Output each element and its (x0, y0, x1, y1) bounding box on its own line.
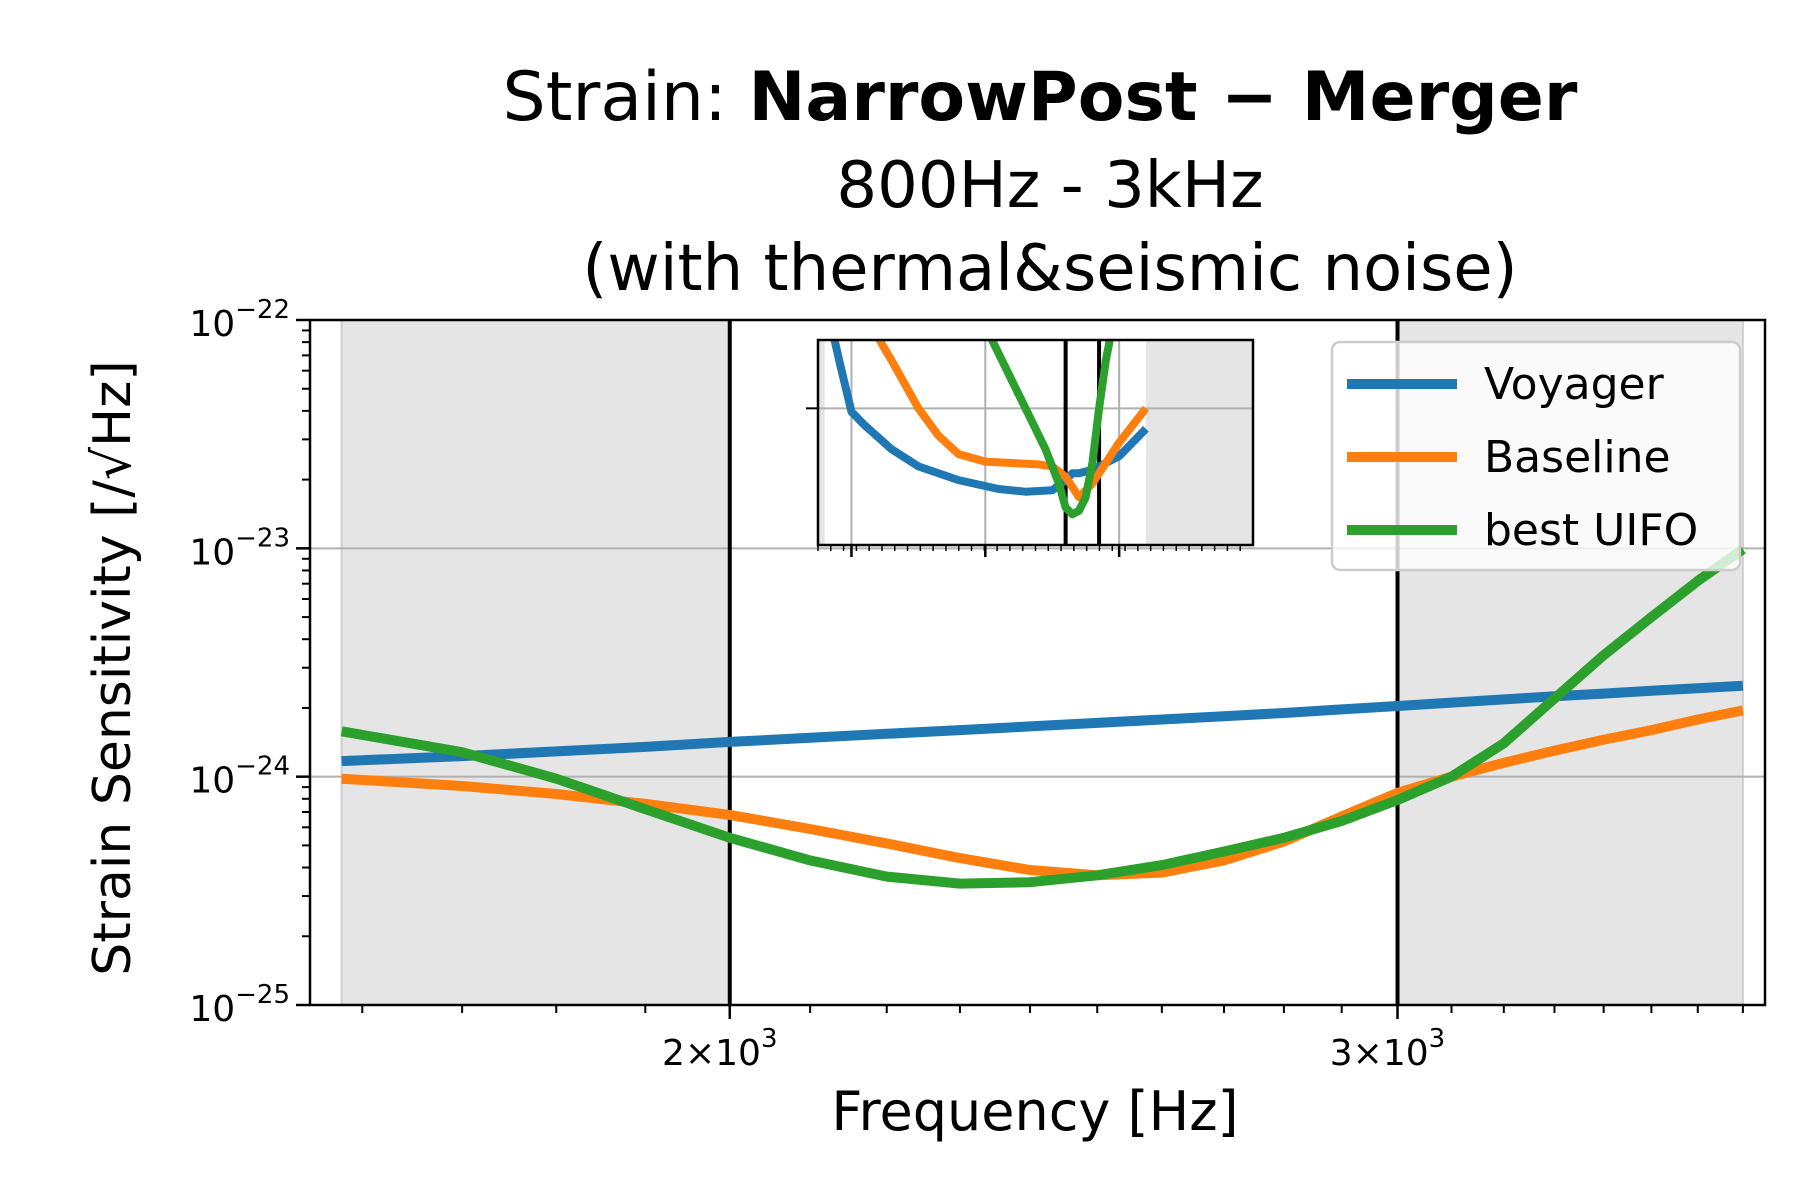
inset-series-best-uifo (987, 340, 1114, 519)
plot-frame (308, 318, 1767, 1007)
series-line-voyager (341, 680, 1744, 767)
y-tick-label: 10−23 (189, 523, 290, 573)
inset-plot (806, 338, 1255, 557)
inset-series-voyager (830, 340, 1149, 496)
y-tick-label: 10−22 (189, 295, 290, 345)
inset-content (818, 340, 1253, 545)
series-line-best-uifo (340, 545, 1746, 889)
y-axis-label: Strain Sensitivity [/√Hz] (83, 360, 143, 975)
chart-subtitle-1: 800Hz - 3kHz (836, 149, 1263, 223)
x-axis-label: Frequency [Hz] (831, 1080, 1238, 1143)
title-prefix: Strain: (503, 58, 749, 137)
shaded-region-0 (341, 320, 730, 1005)
legend-box (1330, 340, 1742, 572)
legend-label: best UIFO (1484, 505, 1698, 556)
legend-label: Baseline (1484, 432, 1671, 483)
x-tick-label: 2×103 (662, 1024, 777, 1074)
legend: Voyager Baseline best UIFO (1330, 340, 1742, 572)
legend-label: Voyager (1484, 359, 1665, 410)
title-bold: NarrowPost − Merger (749, 58, 1578, 137)
chart-title-text: Strain: NarrowPost − Merger (503, 58, 1578, 137)
x-tick-label: 3×103 (1330, 1024, 1445, 1074)
inset-shaded-region (818, 340, 825, 545)
chart-subtitle-2: (with thermal&seismic noise) (582, 232, 1517, 306)
inset-shaded-region (1145, 340, 1253, 545)
y-tick-label: 10−24 (189, 752, 290, 802)
series-line-baseline (341, 705, 1744, 881)
y-tick-label: 10−25 (189, 980, 290, 1030)
chart-title: Strain: NarrowPost − Merger 800Hz - 3kHz… (503, 58, 1578, 306)
